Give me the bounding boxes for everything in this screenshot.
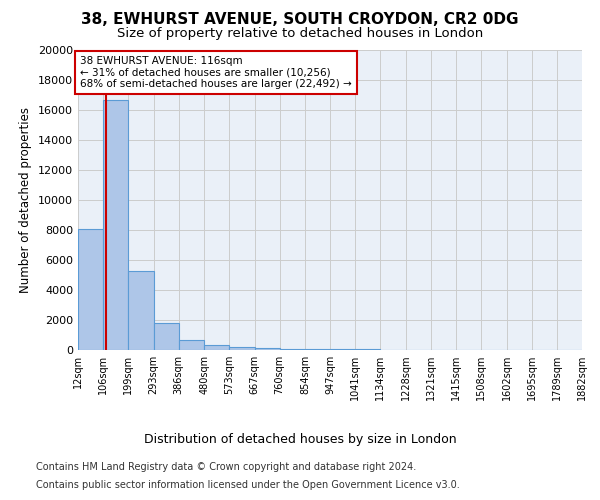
Text: Distribution of detached houses by size in London: Distribution of detached houses by size … [143, 432, 457, 446]
Text: Contains HM Land Registry data © Crown copyright and database right 2024.: Contains HM Land Registry data © Crown c… [36, 462, 416, 472]
Bar [154, 323, 179, 350]
Y-axis label: Number of detached properties: Number of detached properties [19, 107, 32, 293]
Bar [305, 349, 330, 350]
Text: 38 EWHURST AVENUE: 116sqm
← 31% of detached houses are smaller (10,256)
68% of s: 38 EWHURST AVENUE: 116sqm ← 31% of detac… [80, 56, 352, 89]
Bar [254, 348, 280, 350]
Bar [280, 349, 305, 350]
Text: Size of property relative to detached houses in London: Size of property relative to detached ho… [117, 28, 483, 40]
Bar [204, 345, 229, 350]
Text: 38, EWHURST AVENUE, SOUTH CROYDON, CR2 0DG: 38, EWHURST AVENUE, SOUTH CROYDON, CR2 0… [81, 12, 519, 28]
Bar [179, 340, 204, 350]
Bar [78, 228, 103, 350]
Bar [103, 100, 128, 350]
Bar [128, 270, 154, 350]
Text: Contains public sector information licensed under the Open Government Licence v3: Contains public sector information licen… [36, 480, 460, 490]
Bar [229, 347, 254, 350]
Bar [330, 349, 355, 350]
